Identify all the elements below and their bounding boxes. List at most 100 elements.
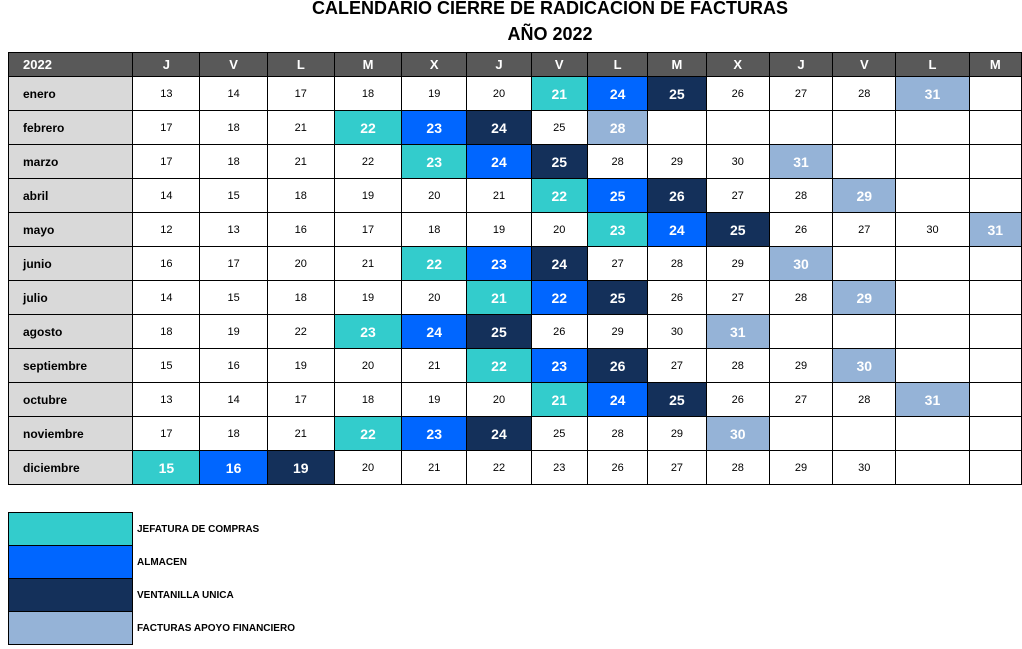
- day-header: M: [333, 52, 403, 77]
- legend-item: FACTURAS APOYO FINANCIERO: [8, 611, 295, 645]
- day-cell: 18: [199, 110, 268, 145]
- day-cell: 19: [266, 348, 335, 383]
- day-cell: 29: [768, 348, 834, 383]
- day-header: J: [132, 52, 201, 77]
- month-row: agosto 18 19 22 23 24 25 26 29 30 31: [7, 314, 1022, 349]
- day-cell: 18: [333, 382, 403, 417]
- day-cell: 24: [401, 314, 468, 349]
- day-cell: 16: [199, 450, 268, 485]
- day-cell: 31: [705, 314, 770, 349]
- month-label: febrero: [7, 110, 134, 145]
- day-cell: 26: [530, 314, 588, 349]
- day-cell: [895, 144, 970, 179]
- day-cell: 25: [530, 144, 588, 179]
- year-header: 2022: [7, 52, 134, 77]
- day-header: X: [401, 52, 468, 77]
- day-cell: 18: [266, 178, 335, 213]
- day-cell: 28: [705, 348, 770, 383]
- day-cell: 28: [586, 144, 649, 179]
- day-cell: 23: [530, 348, 588, 383]
- day-cell: 24: [466, 144, 532, 179]
- month-row: octubre 13 14 17 18 19 20 21 24 25 26 27 28 31: [7, 382, 1022, 417]
- day-cell: 15: [132, 348, 201, 383]
- day-cell: 21: [466, 178, 532, 213]
- day-cell: 18: [266, 280, 335, 315]
- day-cell: 24: [647, 212, 707, 247]
- page-title: CALENDARIO CIERRE DE RADICACION DE FACTU…: [311, 0, 788, 18]
- day-cell: 13: [132, 76, 201, 111]
- day-cell: 27: [586, 246, 649, 281]
- day-cell: 13: [199, 212, 268, 247]
- day-cell: 16: [132, 246, 201, 281]
- day-cell: [895, 314, 970, 349]
- day-cell: 17: [266, 382, 335, 417]
- day-cell: 23: [466, 246, 532, 281]
- day-cell: 29: [586, 314, 649, 349]
- day-cell: 27: [705, 280, 770, 315]
- day-cell: 16: [266, 212, 335, 247]
- day-cell: 18: [333, 76, 403, 111]
- day-cell: 21: [266, 144, 335, 179]
- day-cell: 25: [530, 416, 588, 451]
- day-cell: 25: [647, 76, 707, 111]
- day-cell: [705, 110, 770, 145]
- day-header: M: [647, 52, 707, 77]
- month-label: mayo: [7, 212, 134, 247]
- day-header: L: [266, 52, 335, 77]
- day-cell: 22: [466, 450, 532, 485]
- day-cell: 14: [132, 178, 201, 213]
- day-cell: [968, 110, 1022, 145]
- day-cell: 13: [132, 382, 201, 417]
- day-cell: 27: [705, 178, 770, 213]
- day-cell: 28: [768, 178, 834, 213]
- legend-label: JEFATURA DE COMPRAS: [137, 523, 260, 535]
- day-cell: 28: [586, 110, 649, 145]
- day-cell: 21: [266, 110, 335, 145]
- day-cell: 25: [530, 110, 588, 145]
- month-label: abril: [7, 178, 134, 213]
- day-cell: 20: [466, 76, 532, 111]
- day-cell: 29: [705, 246, 770, 281]
- month-label: marzo: [7, 144, 134, 179]
- legend-swatch: [8, 578, 133, 612]
- day-header: V: [832, 52, 897, 77]
- day-cell: 28: [832, 76, 897, 111]
- day-cell: 23: [530, 450, 588, 485]
- day-cell: 24: [466, 110, 532, 145]
- day-cell: 29: [647, 416, 707, 451]
- day-cell: [968, 416, 1022, 451]
- day-cell: 17: [132, 144, 201, 179]
- day-cell: 20: [401, 178, 468, 213]
- month-row: febrero 17 18 21 22 23 24 25 28: [7, 110, 1022, 145]
- month-label: diciembre: [7, 450, 134, 485]
- day-cell: 15: [132, 450, 201, 485]
- month-label: octubre: [7, 382, 134, 417]
- day-cell: 19: [333, 280, 403, 315]
- day-cell: 19: [199, 314, 268, 349]
- day-header: V: [530, 52, 588, 77]
- day-cell: 23: [401, 416, 468, 451]
- day-cell: 26: [705, 382, 770, 417]
- legend-label: VENTANILLA UNICA: [137, 589, 234, 601]
- legend-swatch: [8, 545, 133, 579]
- day-cell: 26: [586, 450, 649, 485]
- legend-item: VENTANILLA UNICA: [8, 578, 295, 612]
- day-cell: 21: [333, 246, 403, 281]
- legend-label: ALMACEN: [137, 556, 187, 568]
- day-header: V: [199, 52, 268, 77]
- day-cell: 21: [401, 348, 468, 383]
- day-cell: 20: [333, 348, 403, 383]
- day-cell: 19: [333, 178, 403, 213]
- day-cell: 25: [466, 314, 532, 349]
- day-cell: 22: [530, 178, 588, 213]
- day-cell: 23: [333, 314, 403, 349]
- day-cell: 17: [199, 246, 268, 281]
- day-cell: 22: [266, 314, 335, 349]
- day-cell: 23: [586, 212, 649, 247]
- day-cell: 28: [832, 382, 897, 417]
- day-cell: [968, 348, 1022, 383]
- day-cell: 25: [586, 178, 649, 213]
- day-cell: 21: [466, 280, 532, 315]
- day-cell: [832, 110, 897, 145]
